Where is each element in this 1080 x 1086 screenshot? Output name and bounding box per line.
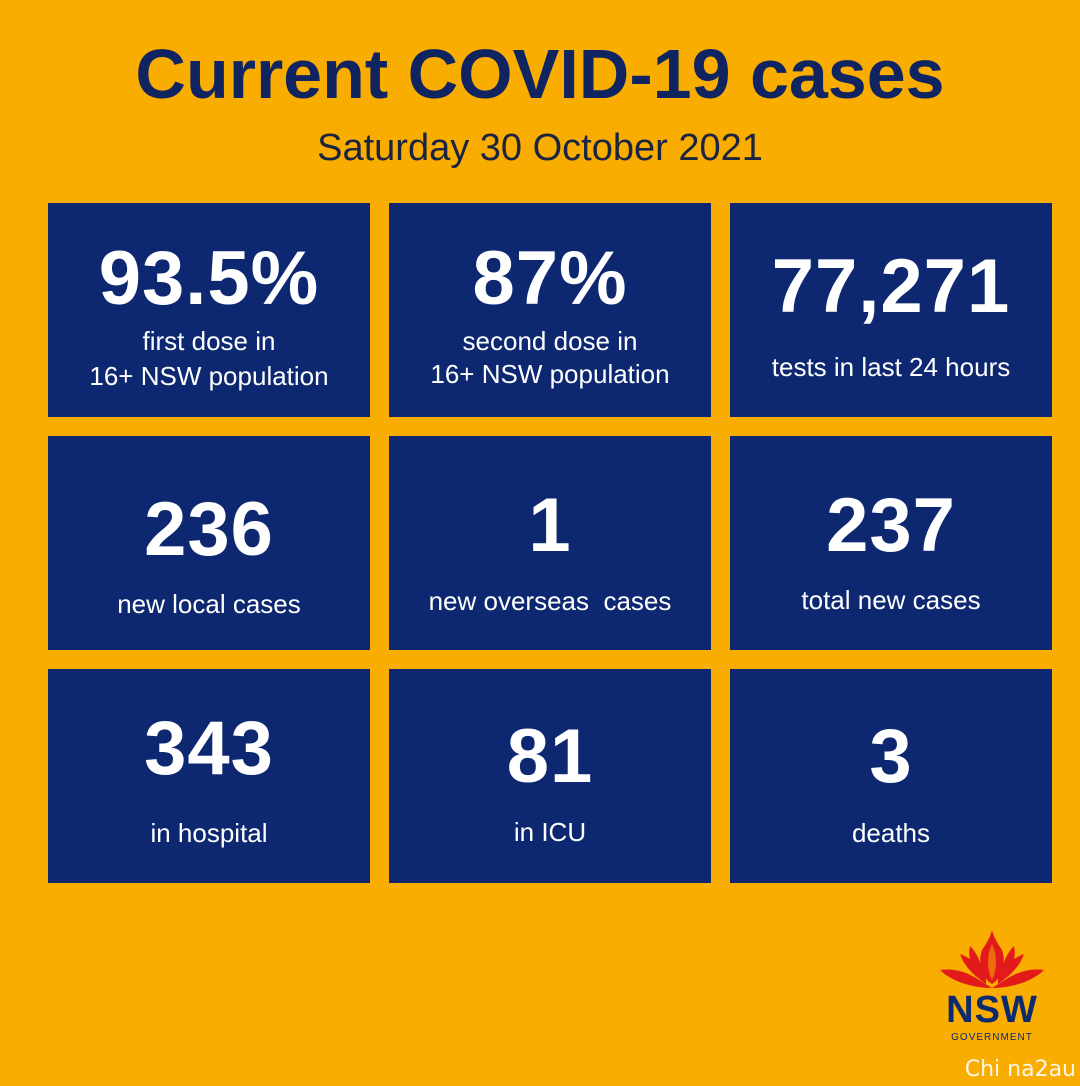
stat-tile-tests: 77,271 tests in last 24 hours xyxy=(730,203,1052,417)
stat-label: first dose in xyxy=(142,326,276,356)
stat-tile-total-cases: 237 total new cases xyxy=(730,436,1052,650)
stat-label: deaths xyxy=(851,818,931,848)
stat-tile-hospital: 343 in hospital xyxy=(48,669,370,883)
stat-tile-first-dose: 93.5% first dose in 16+ NSW population xyxy=(48,203,370,417)
stat-label: total new cases xyxy=(801,585,981,615)
logo-wordmark: NSW xyxy=(946,989,1038,1031)
stat-label: new overseas cases xyxy=(428,586,672,616)
report-date: Saturday 30 October 2021 xyxy=(317,127,763,169)
stat-label: in hospital xyxy=(150,818,268,848)
stat-tile-second-dose: 87% second dose in 16+ NSW population xyxy=(389,203,711,417)
stat-value: 87% xyxy=(472,236,628,321)
stat-value: 236 xyxy=(144,487,274,572)
stat-value: 93.5% xyxy=(98,236,320,321)
stat-label: tests in last 24 hours xyxy=(771,352,1011,382)
stat-value: 343 xyxy=(144,706,274,791)
stat-value: 237 xyxy=(826,483,956,568)
stat-label: 16+ NSW population xyxy=(89,361,329,391)
stat-tile-icu: 81 in ICU xyxy=(389,669,711,883)
logo-subtext: GOVERNMENT xyxy=(951,1032,1033,1043)
page-title: Current COVID-19 cases xyxy=(135,35,945,113)
stat-label: in ICU xyxy=(513,817,587,847)
watermark: Chi na2au xyxy=(964,1057,1076,1082)
stat-value: 3 xyxy=(869,714,913,799)
nsw-government-logo: NSW GOVERNMENT xyxy=(934,926,1050,1051)
stat-value: 77,271 xyxy=(771,244,1011,329)
stat-tile-local-cases: 236 new local cases xyxy=(48,436,370,650)
stat-value: 1 xyxy=(528,483,572,568)
stat-value: 81 xyxy=(506,714,594,799)
stat-tile-overseas-cases: 1 new overseas cases xyxy=(389,436,711,650)
stat-label: new local cases xyxy=(117,589,301,619)
stat-tile-deaths: 3 deaths xyxy=(730,669,1052,883)
waratah-flower-icon xyxy=(940,930,1044,988)
stat-label: 16+ NSW population xyxy=(430,359,670,389)
stat-label: second dose in xyxy=(462,326,638,356)
